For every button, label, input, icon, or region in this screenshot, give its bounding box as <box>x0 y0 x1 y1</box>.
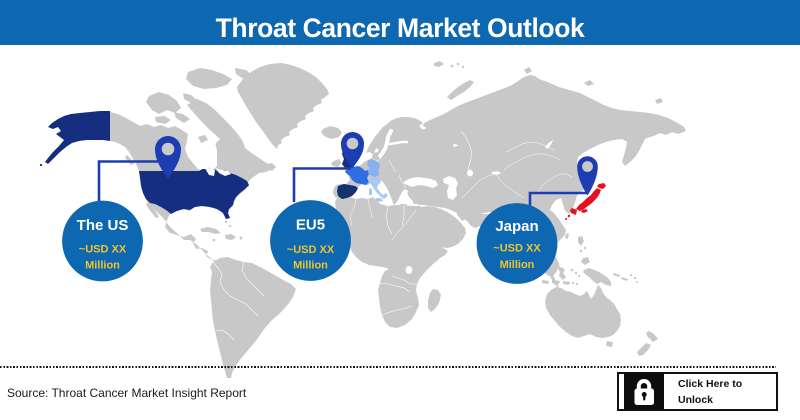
svg-text:EU5: EU5 <box>296 217 325 234</box>
svg-text:Million: Million <box>293 259 328 271</box>
svg-text:~USD XX: ~USD XX <box>79 244 127 256</box>
svg-text:Japan: Japan <box>495 218 538 235</box>
svg-text:The US: The US <box>77 217 129 234</box>
svg-text:Million: Million <box>500 259 535 271</box>
svg-text:~USD XX: ~USD XX <box>287 244 335 256</box>
svg-text:Million: Million <box>85 260 120 272</box>
svg-text:~USD XX: ~USD XX <box>493 243 541 255</box>
